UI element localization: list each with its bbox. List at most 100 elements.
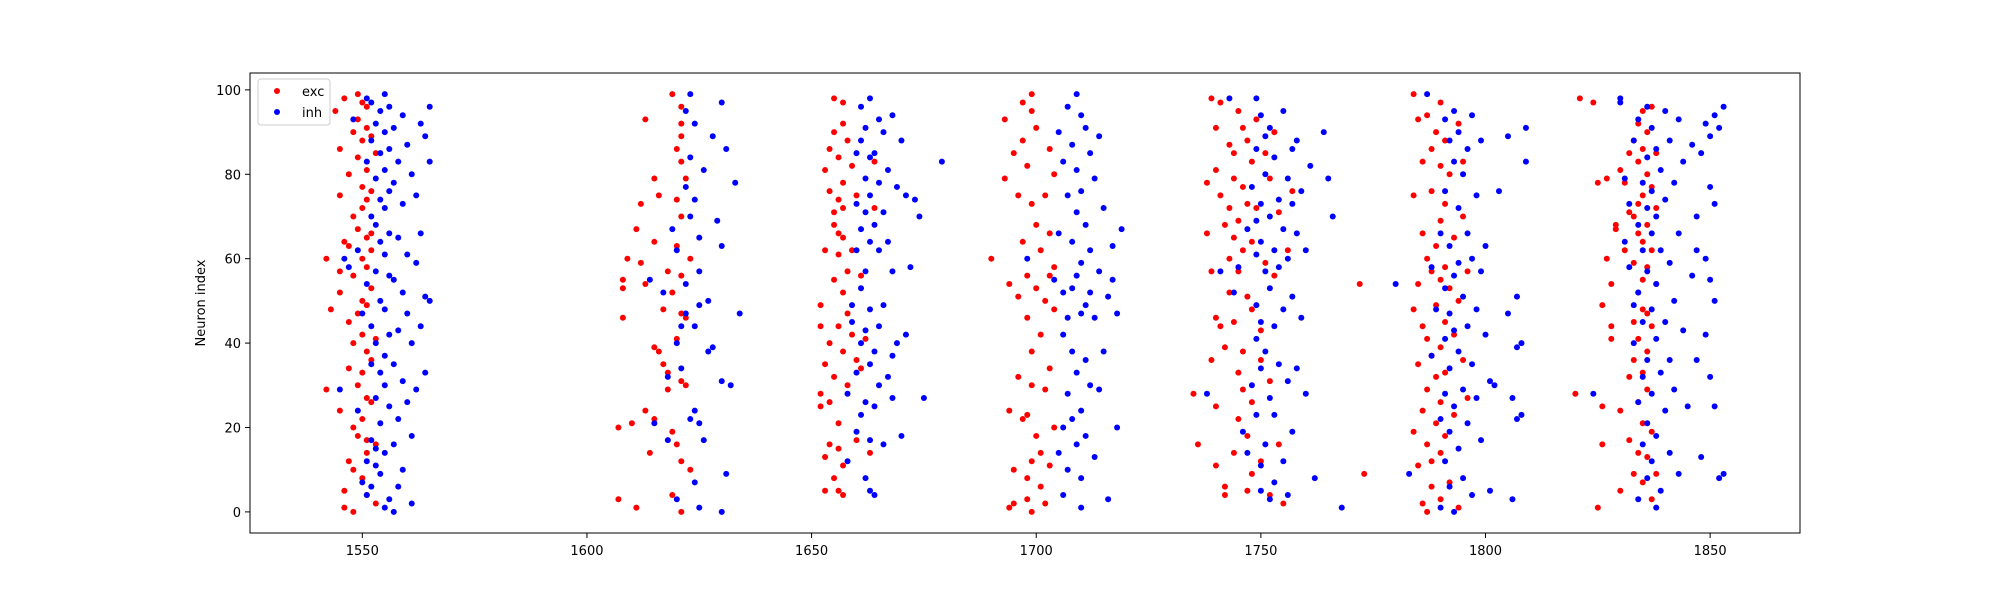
spike-inh	[395, 158, 402, 165]
spike-exc	[1248, 158, 1255, 165]
x-tick-label: 1800	[1469, 544, 1502, 559]
spike-exc	[1630, 470, 1637, 477]
spike-inh	[714, 217, 721, 224]
spike-inh	[1666, 259, 1673, 266]
spike-exc	[1037, 483, 1044, 490]
spike-exc	[354, 91, 361, 98]
spike-exc	[826, 340, 833, 347]
spike-inh	[1469, 492, 1476, 499]
spike-inh	[1069, 238, 1076, 245]
spike-inh	[1635, 496, 1642, 503]
axes-frame	[249, 72, 1801, 534]
spike-inh	[1230, 289, 1237, 296]
spike-inh	[408, 171, 415, 178]
spike-exc	[1010, 150, 1017, 157]
spike-inh	[696, 420, 703, 427]
spike-inh	[669, 226, 676, 233]
spike-inh	[1266, 213, 1273, 220]
spike-exc	[1019, 137, 1026, 144]
spike-inh	[732, 179, 739, 186]
spike-inh	[660, 289, 667, 296]
spike-exc	[1630, 318, 1637, 325]
spike-exc	[363, 449, 370, 456]
spike-exc	[822, 487, 829, 494]
spike-inh	[682, 183, 689, 190]
spike-inh	[1720, 103, 1727, 110]
spike-exc	[1653, 470, 1660, 477]
spike-inh	[1248, 382, 1255, 389]
spike-inh	[849, 318, 856, 325]
spike-inh	[871, 403, 878, 410]
spike-exc	[1644, 454, 1651, 461]
spike-exc	[1275, 209, 1282, 216]
spike-inh	[386, 103, 393, 110]
spike-inh	[1648, 306, 1655, 313]
spike-exc	[655, 348, 662, 355]
spike-inh	[682, 107, 689, 114]
spike-exc	[363, 196, 370, 203]
spike-exc	[368, 230, 375, 237]
spike-exc	[1042, 192, 1049, 199]
spike-inh	[381, 352, 388, 359]
spike-inh	[1082, 302, 1089, 309]
spike-inh	[1630, 137, 1637, 144]
spike-inh	[1262, 441, 1269, 448]
spike-inh	[889, 394, 896, 401]
spike-exc	[687, 255, 694, 262]
spike-inh	[1433, 306, 1440, 313]
spike-exc	[1572, 390, 1579, 397]
spike-inh	[1630, 302, 1637, 309]
spike-inh	[1248, 183, 1255, 190]
spike-inh	[664, 437, 671, 444]
spike-inh	[1069, 348, 1076, 355]
spike-exc	[655, 192, 662, 199]
spike-inh	[1460, 475, 1467, 482]
spike-exc	[1212, 462, 1219, 469]
spike-exc	[1639, 145, 1646, 152]
spike-inh	[1509, 394, 1516, 401]
spike-inh	[1442, 116, 1449, 123]
spike-inh	[853, 150, 860, 157]
spike-exc	[840, 179, 847, 186]
spike-exc	[372, 441, 379, 448]
spike-inh	[705, 348, 712, 355]
spike-inh	[1635, 399, 1642, 406]
spike-exc	[822, 361, 829, 368]
spike-inh	[696, 504, 703, 511]
spike-exc	[1046, 230, 1053, 237]
spike-exc	[1428, 145, 1435, 152]
spike-inh	[1118, 226, 1125, 233]
spike-inh	[1271, 411, 1278, 418]
spike-exc	[646, 449, 653, 456]
spike-inh	[1455, 205, 1462, 212]
spike-inh	[386, 145, 393, 152]
spike-exc	[988, 255, 995, 262]
spike-inh	[354, 247, 361, 254]
spike-exc	[1037, 331, 1044, 338]
spike-exc	[1262, 259, 1269, 266]
spike-inh	[1253, 411, 1260, 418]
spike-inh	[1078, 310, 1085, 317]
spike-inh	[1473, 192, 1480, 199]
spike-exc	[835, 196, 842, 203]
spike-inh	[390, 276, 397, 283]
spike-inh	[858, 340, 865, 347]
spike-exc	[368, 188, 375, 195]
spike-inh	[1392, 281, 1399, 288]
spike-inh	[1509, 496, 1516, 503]
spike-inh	[1617, 95, 1624, 102]
spike-exc	[1437, 344, 1444, 351]
spike-inh	[718, 378, 725, 385]
spike-inh	[862, 399, 869, 406]
spike-inh	[1680, 327, 1687, 334]
spike-inh	[1662, 318, 1669, 325]
spike-inh	[691, 407, 698, 414]
spike-inh	[696, 234, 703, 241]
spike-exc	[1001, 116, 1008, 123]
spike-inh	[1451, 107, 1458, 114]
spike-exc	[341, 487, 348, 494]
spike-exc	[678, 272, 685, 279]
spike-inh	[1653, 504, 1660, 511]
spike-inh	[1711, 200, 1718, 207]
spike-inh	[395, 416, 402, 423]
